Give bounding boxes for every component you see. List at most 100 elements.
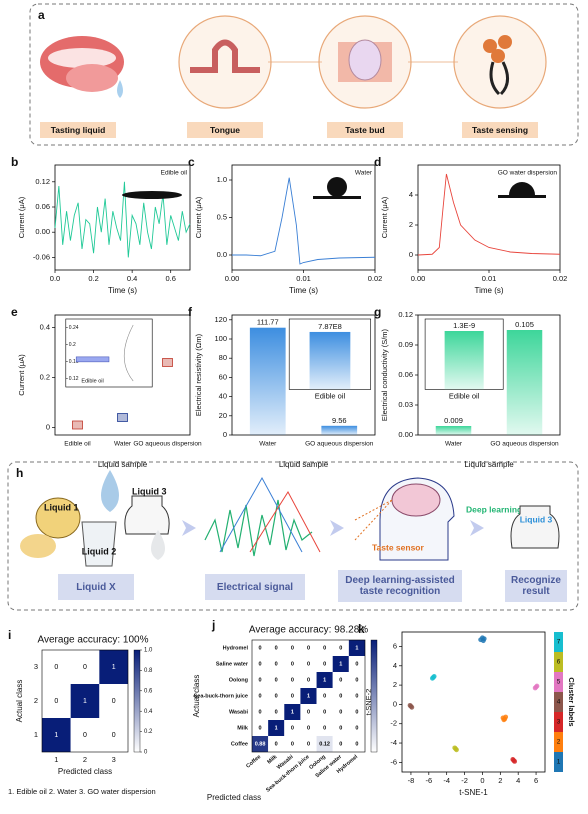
x-tick-label: 0.02 <box>553 274 568 283</box>
liquid-label: Liquid 2 <box>82 546 117 556</box>
cell-label: 0 <box>275 693 278 699</box>
heatmap-cell <box>300 672 317 688</box>
heatmap-cell <box>332 672 349 688</box>
x-tick-label: 0.00 <box>411 274 426 283</box>
cell-label: 0 <box>275 661 278 667</box>
illustration <box>182 520 196 536</box>
y-axis-label: t-SNE-2 <box>364 689 373 716</box>
y-tick-label: -2 <box>390 719 397 728</box>
illustration <box>101 470 119 512</box>
point <box>430 674 436 680</box>
cell-label: 0 <box>307 677 310 683</box>
y-tick-label: Milk <box>237 725 249 731</box>
cell-label: 0 <box>307 725 310 731</box>
point <box>533 684 539 690</box>
y-tick-label: Saline water <box>216 661 249 667</box>
heatmap-cell <box>268 688 285 704</box>
inset-bar <box>444 331 484 390</box>
y-tick-label: 0.03 <box>398 400 413 409</box>
cell-label: 0 <box>291 645 294 651</box>
x-tick-label: Edible oil <box>64 441 91 448</box>
legend-swatch <box>554 712 563 732</box>
x-axis-label: Predicted class <box>58 767 112 776</box>
heatmap-cell <box>252 736 269 752</box>
inset-value-label: 1.3E-9 <box>453 321 475 330</box>
y-tick-label: 0.5 <box>217 212 227 221</box>
heatmap-cell <box>348 720 365 736</box>
cell-label: 1 <box>83 698 87 705</box>
bar <box>321 425 358 435</box>
y-tick-label: 0.06 <box>35 202 50 211</box>
illustration <box>509 182 535 195</box>
cell-label: 0 <box>54 664 58 671</box>
point <box>511 758 517 763</box>
y-tick-label: 0.0 <box>217 250 227 259</box>
x-tick-label: 0.01 <box>296 274 311 283</box>
y-axis-label: Actual class <box>15 680 24 723</box>
y-tick-label: 0.12 <box>35 177 50 186</box>
heatmap-cell <box>99 684 128 718</box>
heatmap-cell <box>268 736 285 752</box>
point <box>480 638 486 644</box>
inset-category: Edible oil <box>315 391 346 400</box>
x-tick-label: -4 <box>443 776 450 785</box>
illustration <box>151 530 165 560</box>
heatmap-cell <box>284 688 301 704</box>
cell-label: 0 <box>307 645 310 651</box>
y-axis-label: Current (μA) <box>17 196 26 238</box>
panel-label: c <box>188 155 195 169</box>
heatmap-cell <box>316 704 333 720</box>
y-tick-label: 6 <box>393 641 397 650</box>
heatmap-cell <box>70 650 100 684</box>
process-step-box: Liquid X <box>76 582 115 593</box>
illustration <box>219 476 303 553</box>
y-tick-label: 0 <box>393 699 397 708</box>
y-tick-label: -0.06 <box>33 252 50 261</box>
cell-label: 1 <box>112 664 116 671</box>
y-axis-label: Current (μA) <box>380 196 389 238</box>
y-tick-label: -6 <box>390 757 397 766</box>
y-tick-label: 1.0 <box>217 175 227 184</box>
cell-label: 0 <box>259 645 262 651</box>
annotation: GO water dispersion <box>498 170 558 177</box>
illustration <box>123 324 134 382</box>
heatmap-cell <box>348 672 365 688</box>
heatmap-cell <box>316 656 333 672</box>
x-axis-label: Predicted class <box>207 793 261 802</box>
cell-label: 0 <box>259 725 262 731</box>
process-step: Electrical signal <box>216 581 294 593</box>
cell-label: 0 <box>339 645 342 651</box>
illustration <box>483 39 497 53</box>
panel-label: g <box>374 305 381 319</box>
point <box>408 703 414 709</box>
stage-label: Taste sensing <box>472 125 528 135</box>
plot-frame <box>231 314 376 436</box>
stage-label: Tasting liquid <box>51 125 106 135</box>
illustration <box>29 3 579 146</box>
process-step: Deep learning-assisted taste recognition <box>345 575 455 597</box>
cell-label: 0 <box>291 725 294 731</box>
y-axis-label: Electrical conductivity (S/m) <box>380 328 389 421</box>
y-tick-label: 0 <box>409 250 413 259</box>
cell-label: 0 <box>355 709 358 715</box>
x-tick-label: 6 <box>534 776 538 785</box>
sample-box <box>72 420 83 430</box>
y-tick-label: 100 <box>214 334 227 343</box>
cell-label: 0 <box>291 741 294 747</box>
panel-label: b <box>11 155 18 169</box>
heatmap-cell <box>268 720 285 736</box>
bar <box>249 327 286 435</box>
colorbar <box>133 649 141 753</box>
illustration <box>354 499 393 521</box>
y-tick-label: 0.2 <box>40 372 50 381</box>
cell-label: 0.88 <box>255 741 266 747</box>
legend-label: 6 <box>557 659 561 666</box>
cell-label: 1 <box>291 709 294 715</box>
x-tick-label: 0.0 <box>50 274 60 283</box>
heatmap-cell <box>316 720 333 736</box>
cell-label: 0 <box>355 693 358 699</box>
annotation: Water <box>355 170 373 177</box>
y-tick-label: Wasabi <box>229 709 249 715</box>
chart-title: Average accuracy: 98.28% <box>249 625 368 636</box>
illustration <box>205 574 305 600</box>
